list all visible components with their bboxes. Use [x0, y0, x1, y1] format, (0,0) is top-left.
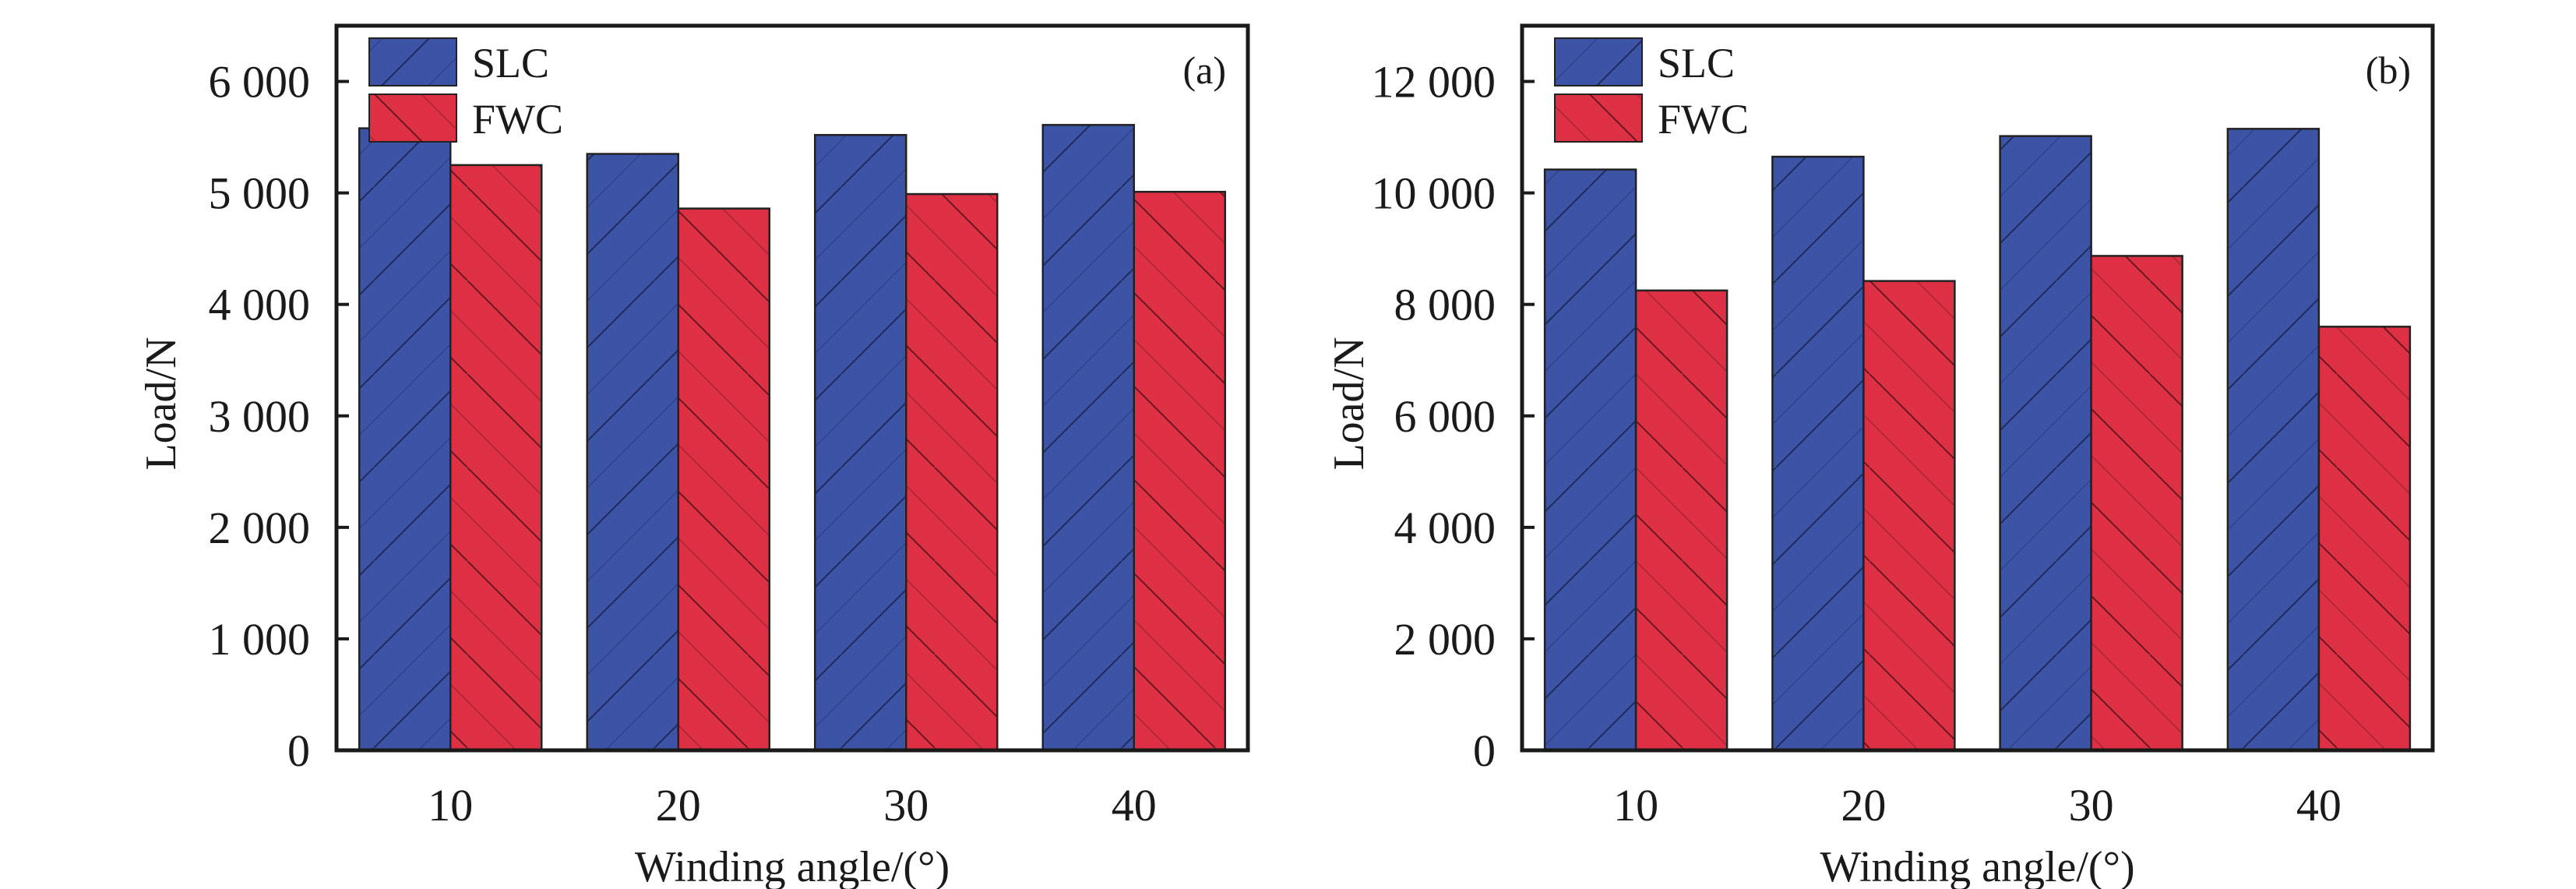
x-tick-label: 30	[883, 780, 929, 831]
bar-hatch	[1862, 280, 1956, 752]
y-tick-label: 0	[287, 725, 310, 776]
y-axis-ticks: 0 1 000 2 000 3 000 4 000 5 000 6 000	[209, 57, 349, 776]
bar-hatch	[586, 153, 679, 752]
bar-fwc-40	[2317, 326, 2412, 752]
bar-slc-30	[1999, 135, 2092, 752]
y-tick-label: 8 000	[1394, 280, 1496, 330]
legend-swatch-hatch	[1555, 94, 1642, 142]
y-axis-label: Load/N	[137, 337, 185, 470]
bar-fwc-40	[1133, 190, 1226, 752]
x-tick-label: 30	[2069, 780, 2114, 831]
y-tick-label: 12 000	[1372, 57, 1496, 108]
bar-fwc-30	[905, 192, 999, 752]
y-tick-label: 10 000	[1372, 168, 1496, 219]
legend: SLC FWC	[368, 37, 563, 143]
bar-fwc-30	[2090, 255, 2183, 752]
legend-label-slc: SLC	[1658, 40, 1735, 86]
bar-hatch	[1771, 155, 1865, 752]
y-tick-label: 4 000	[209, 280, 311, 330]
x-tick-label: 40	[2296, 780, 2342, 831]
plot-frame	[1520, 23, 2435, 753]
bar-hatch	[2317, 326, 2412, 752]
panel-label: (a)	[1183, 48, 1227, 92]
y-tick-label: 3 000	[209, 391, 311, 442]
y-tick-label: 5 000	[209, 168, 311, 219]
bar-hatch	[1999, 135, 2092, 752]
y-tick-label: 2 000	[1394, 614, 1496, 665]
x-tick-label: 20	[1841, 780, 1886, 831]
x-tick-label: 40	[1112, 780, 1157, 831]
panel-a: 0 1 000 2 000 3 000 4 000 5 000 6 000 10 20 30 40…	[137, 23, 1250, 889]
bar-hatch	[358, 127, 452, 752]
bar-hatch	[2226, 128, 2321, 752]
bar-hatch	[1543, 168, 1637, 752]
bar-slc-20	[586, 153, 679, 752]
bar-hatch	[1133, 190, 1226, 752]
bar-slc-10	[358, 127, 452, 752]
legend: SLC FWC	[1554, 37, 1749, 143]
y-tick-label: 2 000	[209, 503, 311, 553]
panel-label: (b)	[2366, 48, 2411, 92]
bar-hatch	[449, 164, 543, 752]
legend-swatch-hatch	[369, 38, 456, 86]
y-tick-label: 1 000	[209, 614, 311, 665]
x-tick-label: 10	[1613, 780, 1658, 831]
plot-frame	[334, 23, 1250, 753]
bars-group	[358, 124, 1226, 752]
x-tick-label: 10	[428, 780, 473, 831]
legend-swatch-hatch	[369, 94, 456, 142]
y-tick-label: 6 000	[209, 57, 311, 108]
y-tick-label: 6 000	[1394, 391, 1496, 442]
bar-slc-10	[1543, 168, 1637, 752]
legend-label-slc: SLC	[472, 40, 549, 86]
x-axis-label: Winding angle/(°)	[635, 843, 950, 889]
bar-fwc-10	[449, 164, 543, 752]
bar-hatch	[905, 192, 999, 752]
x-axis-ticks: 10 20 30 40	[428, 780, 1157, 831]
legend-swatch-hatch	[1555, 38, 1642, 86]
bar-fwc-20	[677, 207, 770, 752]
legend-label-fwc: FWC	[1658, 96, 1749, 143]
y-tick-label: 0	[1473, 725, 1496, 776]
bars-group	[1543, 128, 2412, 752]
bar-fwc-10	[1634, 289, 1728, 752]
bar-hatch	[1041, 124, 1135, 752]
bar-slc-40	[1041, 124, 1135, 752]
bar-hatch	[677, 207, 770, 752]
legend-label-fwc: FWC	[472, 96, 563, 143]
bar-slc-30	[814, 133, 907, 752]
x-tick-label: 20	[656, 780, 701, 831]
x-axis-label: Winding angle/(°)	[1820, 843, 2134, 889]
y-tick-label: 4 000	[1394, 503, 1496, 553]
bar-fwc-20	[1862, 280, 1956, 752]
panel-b: 0 2 000 4 000 6 000 8 000 10 000 12 000 10 20 30…	[1325, 23, 2435, 889]
y-axis-label: Load/N	[1325, 337, 1373, 470]
bar-hatch	[1634, 289, 1728, 752]
bar-hatch	[2090, 255, 2183, 752]
bar-hatch	[814, 133, 907, 752]
x-axis-ticks: 10 20 30 40	[1613, 780, 2342, 831]
bar-slc-20	[1771, 155, 1865, 752]
y-axis-ticks: 0 2 000 4 000 6 000 8 000 10 000 12 000	[1372, 57, 1535, 776]
bar-slc-40	[2226, 128, 2321, 752]
